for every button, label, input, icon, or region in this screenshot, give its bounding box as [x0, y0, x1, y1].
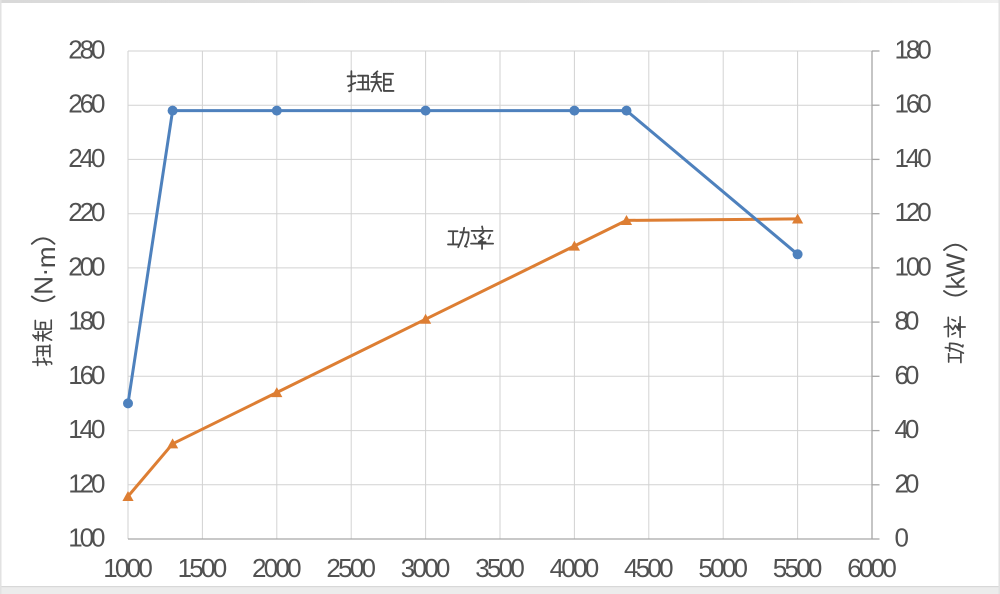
- svg-text:180: 180: [68, 306, 105, 336]
- svg-text:280: 280: [68, 35, 105, 65]
- svg-text:160: 160: [68, 360, 105, 390]
- svg-text:120: 120: [895, 197, 932, 227]
- svg-text:120: 120: [68, 468, 105, 498]
- svg-text:260: 260: [68, 89, 105, 119]
- svg-text:3500: 3500: [475, 553, 525, 583]
- svg-text:W: W: [940, 253, 970, 278]
- svg-text:2500: 2500: [326, 553, 376, 583]
- svg-text:m: m: [31, 246, 61, 268]
- svg-text:N: N: [28, 276, 58, 295]
- svg-text:·: ·: [28, 268, 58, 277]
- svg-text:100: 100: [68, 523, 105, 553]
- svg-text:20: 20: [895, 468, 920, 498]
- svg-text:5000: 5000: [698, 553, 748, 583]
- svg-text:1000: 1000: [103, 553, 153, 583]
- svg-text:6000: 6000: [847, 553, 897, 583]
- svg-text:180: 180: [895, 35, 932, 65]
- svg-text:4500: 4500: [624, 553, 674, 583]
- svg-text:240: 240: [68, 143, 105, 173]
- svg-text:0: 0: [895, 523, 909, 553]
- svg-text:140: 140: [895, 143, 932, 173]
- svg-text:220: 220: [68, 197, 105, 227]
- svg-text:3000: 3000: [401, 553, 451, 583]
- svg-text:80: 80: [895, 306, 920, 336]
- svg-text:100: 100: [895, 251, 932, 281]
- svg-text:140: 140: [68, 414, 105, 444]
- svg-text:60: 60: [895, 360, 920, 390]
- svg-text:2000: 2000: [252, 553, 302, 583]
- svg-text:1500: 1500: [178, 553, 228, 583]
- svg-text:k: k: [940, 276, 970, 290]
- svg-text:160: 160: [895, 89, 932, 119]
- svg-text:200: 200: [68, 251, 105, 281]
- svg-text:40: 40: [895, 414, 920, 444]
- svg-text:4000: 4000: [550, 553, 600, 583]
- svg-text:5500: 5500: [773, 553, 823, 583]
